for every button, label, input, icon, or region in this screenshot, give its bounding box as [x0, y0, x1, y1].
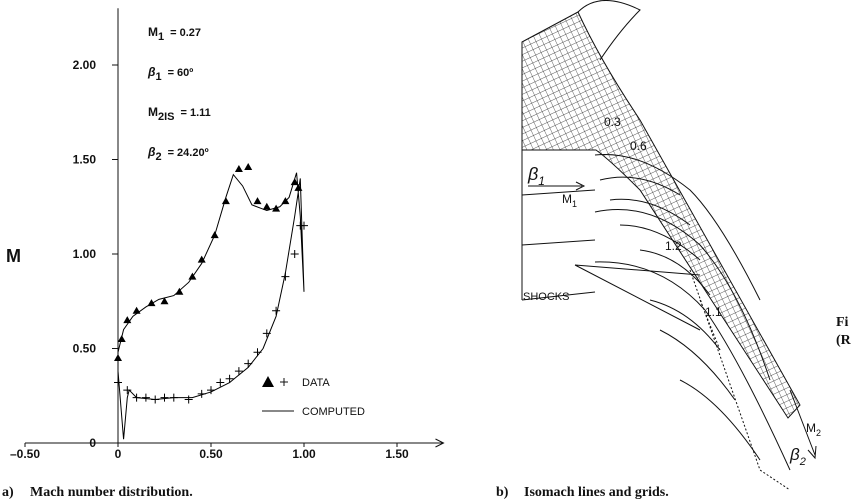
y-tick-label: 1.00: [73, 247, 97, 261]
annotation-value: = 60º: [168, 67, 194, 79]
inlet-arrow: [528, 181, 586, 191]
symbol: β: [147, 145, 156, 159]
x-tick-label: 1.50: [385, 447, 409, 461]
subscript: 2IS: [158, 111, 175, 123]
computed-line: [117, 172, 305, 440]
data-triangle: [290, 178, 299, 186]
caption-letter: a): [2, 485, 14, 500]
cascade-line: [521, 189, 596, 301]
y-axis-label: M: [6, 246, 21, 266]
symbol: β: [527, 164, 538, 184]
symbol: β: [789, 445, 800, 464]
contour-label: 1.1: [705, 305, 722, 319]
subscript: 2: [816, 428, 821, 438]
caption-letter: b): [496, 485, 509, 500]
caption: Isomach lines and grids.: [524, 485, 669, 500]
subscript: 2: [799, 456, 806, 468]
data-plus: [184, 395, 193, 404]
m1-label: M1: [562, 192, 577, 209]
shock-pointer: [574, 264, 701, 331]
data-plus: [234, 367, 243, 376]
data-triangle: [262, 202, 271, 210]
beta1-label: β1: [527, 164, 545, 188]
symbol: M: [806, 421, 816, 435]
beta2-label: β2: [789, 445, 806, 468]
annotation: M2IS = 1.11: [148, 105, 211, 123]
data-plus: [141, 393, 150, 402]
legend-triangle: [262, 376, 274, 387]
data-triangle: [253, 197, 262, 205]
data-triangle: [160, 297, 169, 305]
data-triangle: [244, 163, 253, 171]
data-triangle: [197, 255, 206, 263]
annotation: β1 = 60º: [147, 65, 193, 83]
data-plus: [160, 393, 169, 402]
shock-line: [689, 269, 791, 491]
blade: [594, 209, 771, 381]
symbol: M: [148, 25, 158, 39]
subscript: 1: [155, 71, 161, 83]
subscript: 1: [538, 174, 545, 188]
data-plus: [114, 378, 122, 387]
data-plus: [225, 374, 234, 383]
x-tick-label: 1.00: [292, 447, 316, 461]
x-axis: [25, 438, 445, 448]
annotation: M1 = 0.27: [148, 25, 201, 43]
side-text: (R: [836, 333, 852, 348]
m2-label: M2: [806, 421, 821, 438]
side-text: Fi: [836, 315, 849, 330]
legend-label: COMPUTED: [302, 406, 365, 418]
x-tick-label: 0: [115, 447, 122, 461]
grid-mesh: [521, 11, 801, 419]
symbol: M: [148, 105, 158, 119]
legend-plus: [280, 378, 288, 386]
blade: [594, 261, 791, 471]
exit-arrow: [789, 389, 817, 460]
data-triangle: [132, 306, 141, 314]
x-tick-label: –0.50: [10, 447, 40, 461]
shocks-label: SHOCKS: [523, 291, 569, 303]
y-tick-label: 0.50: [73, 342, 97, 356]
contour-label: 0.3: [604, 115, 621, 129]
isomach-diagram: [521, 0, 817, 491]
data-plus: [290, 250, 299, 258]
legend-label: DATA: [302, 377, 330, 389]
subscript: 1: [158, 31, 164, 43]
symbol: β: [147, 65, 156, 79]
blade: [577, 0, 641, 61]
annotation-value: = 24.20º: [168, 147, 209, 159]
data-plus: [216, 378, 225, 387]
symbol: M: [562, 192, 572, 206]
x-tick-label: 0.50: [199, 447, 223, 461]
data-plus: [123, 386, 132, 395]
y-tick-label: 0: [89, 436, 96, 450]
annotation-value: = 1.11: [181, 107, 211, 119]
contour-label: 0.6: [630, 139, 647, 153]
data-plus: [272, 306, 281, 315]
subscript: 1: [572, 199, 577, 209]
caption: Mach number distribution.: [30, 485, 193, 500]
y-tick-label: 2.00: [73, 58, 97, 72]
isomach-line: [599, 176, 761, 461]
annotation-value: = 0.27: [170, 27, 201, 39]
subscript: 2: [155, 151, 161, 163]
contour-label: 1.2: [665, 239, 682, 253]
annotation: β2 = 24.20º: [147, 145, 209, 163]
data-triangle: [234, 164, 243, 172]
blade: [594, 153, 761, 301]
y-tick-label: 1.50: [73, 153, 97, 167]
